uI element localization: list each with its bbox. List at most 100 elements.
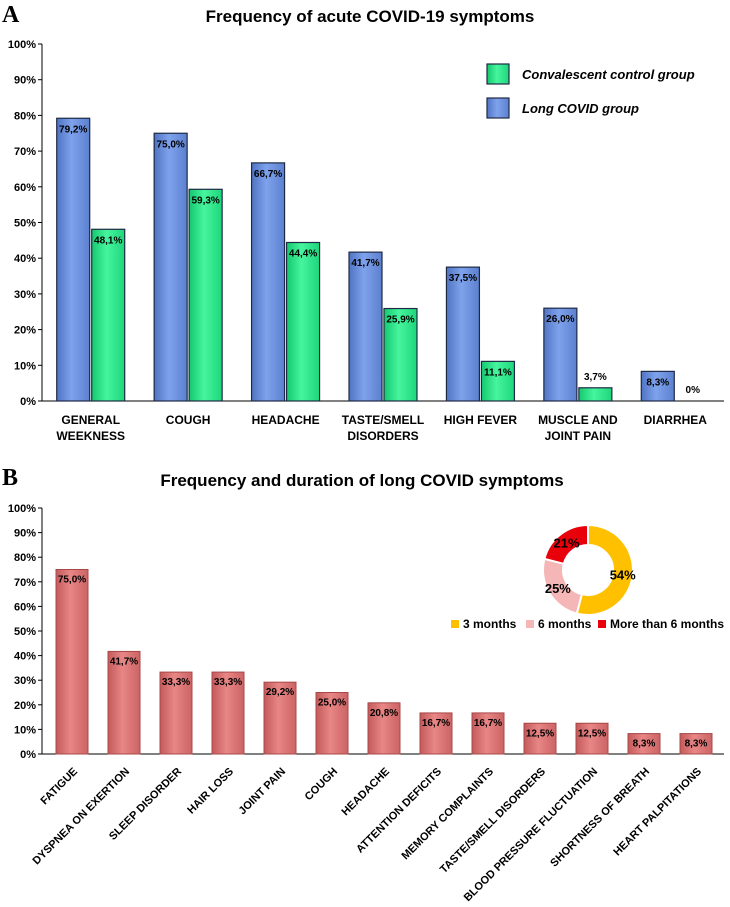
donut-slice-more-than-6-months [543, 523, 589, 566]
y-tick-label: 20% [14, 700, 36, 712]
panel-b-title: Frequency and duration of long COVID sym… [160, 471, 563, 490]
bar-headache [367, 702, 401, 755]
y-tick-label: 90% [14, 75, 36, 87]
data-label-dyspnea-on-exertion: 41,7% [110, 656, 138, 667]
panel-a-title: Frequency of acute COVID-19 symptoms [206, 7, 535, 26]
legend-swatch-3-months [451, 620, 459, 628]
data-label-memory-complaints: 16,7% [474, 718, 502, 729]
data-label-convalescent-control-group-high-fever: 11,1% [484, 367, 512, 378]
y-tick-label: 60% [14, 601, 36, 613]
y-tick-label: 0% [20, 749, 36, 761]
legend-swatch-convalescent-control-group [486, 63, 510, 85]
panel-a-letter: A [2, 2, 20, 28]
y-tick-label: 90% [14, 528, 36, 540]
legend-swatch-more-than-6-months [598, 620, 606, 628]
data-label-headache: 20,8% [370, 708, 398, 719]
y-tick-label: 10% [14, 360, 36, 372]
legend-swatch-6-months [526, 620, 534, 628]
y-tick-label: 50% [14, 626, 36, 638]
panel-b-bars [55, 569, 713, 755]
panel-b-letter: B [2, 465, 18, 491]
x-tick-label-high-fever: HIGH FEVER [444, 413, 518, 427]
panel-b-donut-legend: 3 months 6 months More than 6 months [451, 617, 724, 631]
donut-label-more-than-6-months: 21% [554, 535, 580, 550]
data-label-taste-smell-disorders: 12,5% [526, 728, 554, 739]
panel-b-donut-chart: 54% 25% 21% [542, 523, 636, 616]
bar-sleep-disorder [159, 671, 193, 755]
data-label-convalescent-control-group-cough: 59,3% [191, 195, 219, 206]
data-label-fatigue: 75,0% [58, 575, 86, 586]
y-tick-label: 0% [20, 396, 36, 408]
y-tick-label: 50% [14, 218, 36, 230]
legend-label-convalescent-control-group: Convalescent control group [522, 67, 695, 82]
x-tick-label-general-weekness: GENERAL [61, 413, 120, 427]
bar-cough [315, 692, 349, 755]
y-tick-label: 80% [14, 552, 36, 564]
x-tick-label-taste-smell-disorders: TASTE/SMELL DISORDERS [438, 766, 548, 876]
x-tick-label-shortness-of-breath: SHORTNESS OF BREATH [548, 766, 652, 870]
bar-taste-smell-disorders [523, 722, 557, 755]
legend-label-more-than-6-months: More than 6 months [610, 617, 724, 631]
bar-convalescent-control-group-taste-smell-disorders [383, 307, 418, 402]
panel-a-legend: Convalescent control group Long COVID gro… [486, 63, 695, 119]
y-tick-label: 70% [14, 577, 36, 589]
legend-swatch-long-covid-group [486, 97, 510, 119]
bar-convalescent-control-group-headache [285, 241, 321, 402]
panel-a-x-axis: GENERAL WEEKNESS COUGH HEADACHE TASTE/SMELL D… [56, 413, 707, 443]
data-label-joint-pain: 29,2% [266, 687, 294, 698]
x-tick-label-hair-loss: HAIR LOSS [185, 766, 236, 817]
bar-long-covid-group-diarrhea [640, 370, 675, 402]
x-tick-label-fatigue: FATIGUE [39, 766, 81, 808]
data-label-long-covid-group-general-weekness: 79,2% [59, 124, 87, 135]
y-tick-label: 30% [14, 675, 36, 687]
legend-label-3-months: 3 months [463, 617, 517, 631]
donut-label-3-months: 54% [610, 567, 636, 582]
y-tick-label: 60% [14, 182, 36, 194]
panel-a-data-labels: 79,2% 48,1% 75,0% 59,3% 66,7% 44,4% 41,7% 25,9%… [59, 124, 700, 396]
y-tick-label: 80% [14, 110, 36, 122]
bar-convalescent-control-group-cough [188, 188, 223, 402]
data-label-convalescent-control-group-general-weekness: 48,1% [94, 235, 122, 246]
data-label-long-covid-group-high-fever: 37,5% [449, 273, 477, 284]
data-label-hair-loss: 33,3% [214, 677, 242, 688]
data-label-long-covid-group-diarrhea: 8,3% [646, 377, 669, 388]
y-tick-label: 30% [14, 289, 36, 301]
x-tick-label-joint-pain: JOINT PAIN [237, 766, 289, 818]
panel-a-bars [56, 117, 675, 402]
data-label-convalescent-control-group-muscle-and-joint-pain: 3,7% [584, 372, 607, 383]
data-label-blood-pressure-fluctuation: 12,5% [578, 728, 606, 739]
bar-long-covid-group-muscle-and-joint-pain [543, 307, 578, 402]
y-tick-label: 10% [14, 724, 36, 736]
x-tick-label-headache: HEADACHE [340, 766, 393, 819]
x-tick-label-taste-smell-disorders: TASTE/SMELL [342, 413, 424, 427]
data-label-long-covid-group-headache: 66,7% [254, 169, 282, 180]
y-tick-label: 20% [14, 325, 36, 337]
x-tick-label-muscle-and-joint-pain: MUSCLE AND [538, 413, 618, 427]
x-tick-label-cough: COUGH [303, 766, 340, 803]
y-tick-label: 70% [14, 146, 36, 158]
x-tick-label-headache: HEADACHE [252, 413, 320, 427]
bar-dyspnea-on-exertion [107, 650, 141, 755]
legend-label-6-months: 6 months [538, 617, 592, 631]
bar-joint-pain [263, 681, 297, 755]
y-tick-label: 100% [8, 39, 36, 51]
bar-long-covid-group-high-fever [445, 266, 481, 402]
bar-attention-deficits [419, 712, 453, 755]
y-tick-label: 40% [14, 253, 36, 265]
bar-long-covid-group-taste-smell-disorders [348, 251, 383, 402]
x-tick-label-taste-smell-disorders-line2: DISORDERS [347, 429, 418, 443]
data-label-long-covid-group-muscle-and-joint-pain: 26,0% [546, 314, 574, 325]
data-label-convalescent-control-group-headache: 44,4% [289, 248, 317, 259]
x-tick-label-attention-deficits: ATTENTION DEFICITS [354, 766, 444, 856]
bar-convalescent-control-group-general-weekness [91, 228, 126, 402]
legend-label-long-covid-group: Long COVID group [522, 101, 639, 116]
data-label-attention-deficits: 16,7% [422, 718, 450, 729]
bar-memory-complaints [471, 712, 505, 755]
data-label-shortness-of-breath: 8,3% [633, 739, 656, 750]
x-tick-label-diarrhea: DIARRHEA [644, 413, 708, 427]
x-tick-label-memory-complaints: MEMORY COMPLAINTS [399, 766, 496, 863]
x-tick-label-dyspnea-on-exertion: DYSPNEA ON EXERTION [31, 766, 133, 868]
donut-slice-3-months [575, 523, 634, 616]
data-label-long-covid-group-cough: 75,0% [156, 139, 184, 150]
data-label-heart-palpitations: 8,3% [685, 739, 708, 750]
